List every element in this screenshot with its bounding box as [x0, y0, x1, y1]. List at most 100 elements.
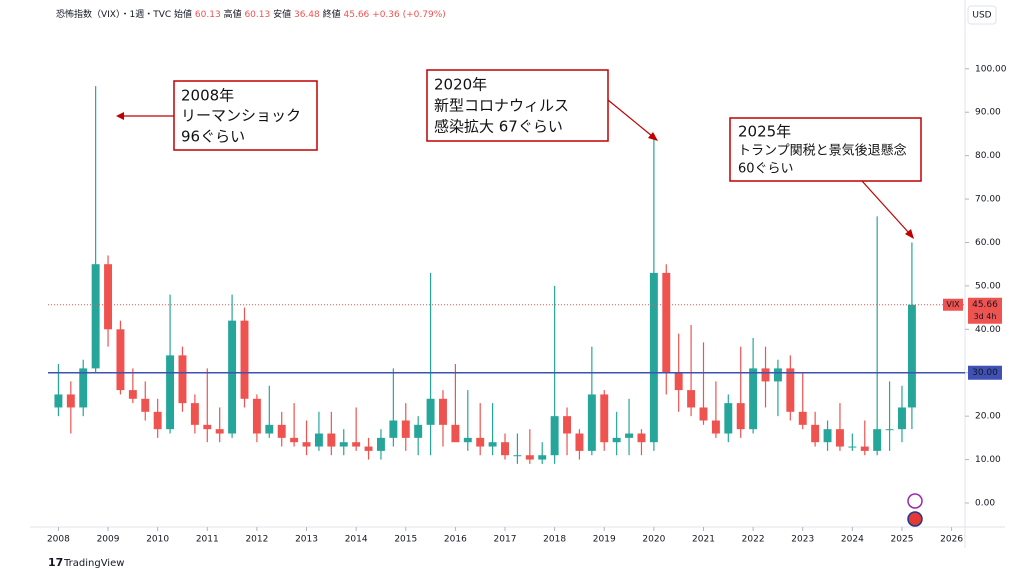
x-tick-label: 2026: [940, 535, 963, 545]
candle-body: [66, 394, 75, 408]
candle-body: [612, 437, 621, 443]
annotation-text: 感染拡大 67ぐらい: [434, 118, 563, 136]
candle-body: [773, 368, 782, 382]
candle-body: [426, 398, 435, 425]
y-tick-label: 40.00: [975, 325, 1001, 335]
x-tick-label: 2012: [245, 535, 268, 545]
annotation-text: 60ぐらい: [738, 162, 794, 177]
candle-body: [339, 442, 348, 447]
event-icon[interactable]: [907, 493, 923, 509]
annotation-box: [729, 117, 922, 182]
candle-body: [451, 424, 460, 443]
y-tick-label: 20.00: [975, 412, 1001, 422]
header-item: 36.48: [294, 10, 320, 20]
x-tick-label: 2013: [295, 535, 318, 545]
candle-body: [277, 424, 286, 438]
candle-body: [166, 355, 175, 430]
header-item: 終値: [323, 8, 341, 20]
candle-body: [228, 320, 237, 434]
currency-button[interactable]: [967, 5, 997, 25]
candle-body: [687, 390, 696, 408]
x-tick-label: 2014: [345, 535, 368, 545]
candle-body: [364, 446, 373, 451]
candle-body: [252, 398, 261, 434]
candle-body: [786, 368, 795, 412]
y-tick-label: 60.00: [975, 238, 1001, 248]
header-item: +0.36 (+0.79%): [372, 10, 446, 20]
annotation-arrow: [861, 180, 910, 234]
y-tick-label: 10.00: [975, 455, 1001, 465]
x-tick-label: 2021: [692, 535, 715, 545]
last-price-bg: [968, 297, 1002, 324]
x-tick-label: 2018: [543, 535, 566, 545]
candle-body: [724, 403, 733, 434]
candle-body: [215, 429, 224, 434]
flag-icon[interactable]: [907, 511, 923, 527]
candle-body: [128, 390, 137, 399]
candle-body: [761, 368, 770, 382]
candle-body: [873, 429, 882, 451]
candle-body: [575, 433, 584, 451]
symbol-label-bg: [943, 298, 963, 311]
candle-body: [141, 398, 150, 412]
candle-body: [550, 416, 559, 456]
candle-body: [907, 304, 916, 408]
candle-body: [823, 429, 832, 443]
source: TradingView: [63, 558, 124, 569]
candle-body: [662, 272, 671, 373]
annotation-arrow: [607, 99, 653, 137]
candle-body: [352, 442, 361, 447]
candle-body: [563, 416, 572, 434]
candle-body: [637, 433, 646, 443]
x-tick-label: 2015: [394, 535, 417, 545]
candle-body: [414, 424, 423, 438]
header-item: 安値: [273, 8, 291, 20]
annotation-text: 2025年: [738, 123, 791, 141]
header-item: 始値: [174, 8, 192, 20]
header-item: 45.66: [344, 10, 370, 20]
header-item: 60.13: [244, 10, 270, 20]
x-tick-label: 2011: [196, 535, 219, 545]
candle-body: [848, 446, 857, 448]
symbol-label: VIX: [946, 300, 960, 309]
annotation-box: [426, 69, 609, 142]
annotation-text: 新型コロナウィルス: [434, 97, 569, 115]
x-tick-label: 2020: [642, 535, 665, 545]
candle-body: [104, 264, 113, 330]
arrow-head: [905, 229, 914, 239]
candle-body: [811, 424, 820, 443]
candle-body: [600, 394, 609, 443]
candle-body: [835, 429, 844, 447]
candle-body: [91, 264, 100, 369]
candle-body: [203, 424, 212, 430]
last-price-label: 45.66: [972, 300, 998, 310]
x-tick-label: 2016: [444, 535, 467, 545]
plot: [54, 86, 916, 464]
candle-body: [488, 442, 497, 447]
candle-body: [674, 372, 683, 391]
candle-body: [898, 407, 906, 430]
x-tick-label: 2017: [494, 535, 517, 545]
candle-body: [79, 368, 88, 408]
candle-body: [327, 433, 336, 447]
candle-body: [699, 407, 708, 421]
annotation-text: 2020年: [434, 76, 487, 94]
candle-body: [513, 455, 522, 457]
candle-body: [749, 368, 758, 430]
x-tick-label: 2022: [742, 535, 765, 545]
candle-body: [501, 442, 509, 456]
candle-body: [476, 437, 485, 447]
annotation-text: 2008年: [181, 87, 234, 105]
annotation-text: リーマンショック: [181, 107, 301, 125]
header: 恐怖指数（VIX）・1週・TVC 始値 60.13 高値 60.13 安値 36…: [56, 8, 446, 20]
arrow-head: [648, 132, 658, 141]
annotation-text: トランプ関税と景気後退懸念: [738, 143, 907, 159]
y-tick-label: 50.00: [975, 281, 1001, 291]
arrow-head: [116, 112, 124, 120]
x-tick-label: 2009: [97, 535, 120, 545]
currency[interactable]: USD: [972, 11, 991, 21]
candle-body: [389, 420, 398, 438]
candle-body: [302, 442, 311, 447]
